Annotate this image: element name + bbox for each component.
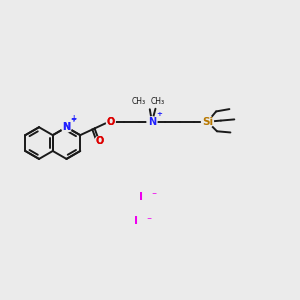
Text: +: + bbox=[156, 111, 162, 117]
Text: Si: Si bbox=[202, 117, 213, 127]
Text: O: O bbox=[106, 117, 115, 127]
Text: CH₃: CH₃ bbox=[150, 97, 164, 106]
Circle shape bbox=[147, 117, 157, 127]
Text: O: O bbox=[95, 136, 103, 146]
Circle shape bbox=[106, 117, 115, 126]
Circle shape bbox=[202, 116, 213, 128]
Text: O: O bbox=[95, 136, 103, 146]
Text: N: N bbox=[62, 122, 70, 132]
Text: I: I bbox=[134, 216, 138, 226]
Text: ⁻: ⁻ bbox=[151, 192, 156, 202]
Text: O: O bbox=[106, 117, 115, 127]
Text: N: N bbox=[62, 122, 70, 132]
Text: I: I bbox=[139, 192, 143, 202]
Text: ⁻: ⁻ bbox=[146, 216, 151, 226]
Text: +: + bbox=[70, 114, 77, 123]
Text: +: + bbox=[70, 117, 76, 123]
Text: CH₃: CH₃ bbox=[132, 97, 146, 106]
Circle shape bbox=[61, 122, 71, 132]
Text: N: N bbox=[148, 117, 156, 127]
Circle shape bbox=[95, 136, 104, 146]
